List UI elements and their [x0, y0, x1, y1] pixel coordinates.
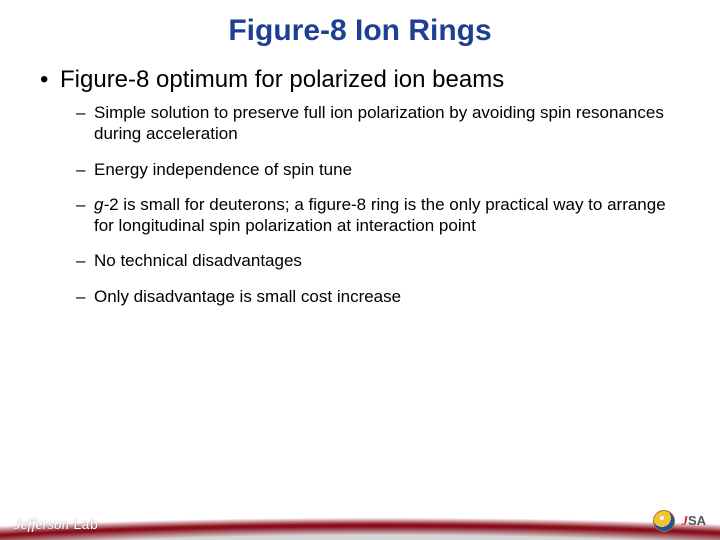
right-logos: JSA [653, 510, 706, 532]
level2-item: –g-2 is small for deuterons; a figure-8 … [40, 194, 680, 237]
jsa-rest: SA [688, 513, 706, 528]
jsa-logo: JSA [681, 513, 706, 529]
dash-icon: – [76, 194, 94, 215]
dash-icon: – [76, 159, 94, 180]
level2-text: g-2 is small for deuterons; a figure-8 r… [94, 194, 680, 237]
level2-item: –Only disadvantage is small cost increas… [40, 286, 680, 307]
content-area: • Figure-8 optimum for polarized ion bea… [0, 48, 720, 307]
level2-text: Only disadvantage is small cost increase [94, 286, 401, 307]
bullet-dot-icon: • [40, 66, 60, 94]
slide-title: Figure-8 Ion Rings [0, 0, 720, 48]
footer: Jefferson Lab JSA [0, 492, 720, 540]
logo-italic: Jefferson [14, 517, 69, 533]
jefferson-lab-logo: Jefferson Lab [14, 516, 98, 534]
level2-text: Energy independence of spin tune [94, 159, 352, 180]
logo-plain-text: Lab [73, 516, 98, 532]
level2-list: –Simple solution to preserve full ion po… [40, 102, 680, 307]
level2-text: No technical disadvantages [94, 250, 302, 271]
bullet-level1: • Figure-8 optimum for polarized ion bea… [40, 66, 680, 94]
level1-text: Figure-8 optimum for polarized ion beams [60, 66, 504, 94]
level2-text: Simple solution to preserve full ion pol… [94, 102, 680, 145]
seal-icon [653, 510, 675, 532]
level2-item: –Simple solution to preserve full ion po… [40, 102, 680, 145]
level2-item: –Energy independence of spin tune [40, 159, 680, 180]
level2-item: –No technical disadvantages [40, 250, 680, 271]
dash-icon: – [76, 286, 94, 307]
slide: Figure-8 Ion Rings • Figure-8 optimum fo… [0, 0, 720, 540]
dash-icon: – [76, 102, 94, 123]
dash-icon: – [76, 250, 94, 271]
